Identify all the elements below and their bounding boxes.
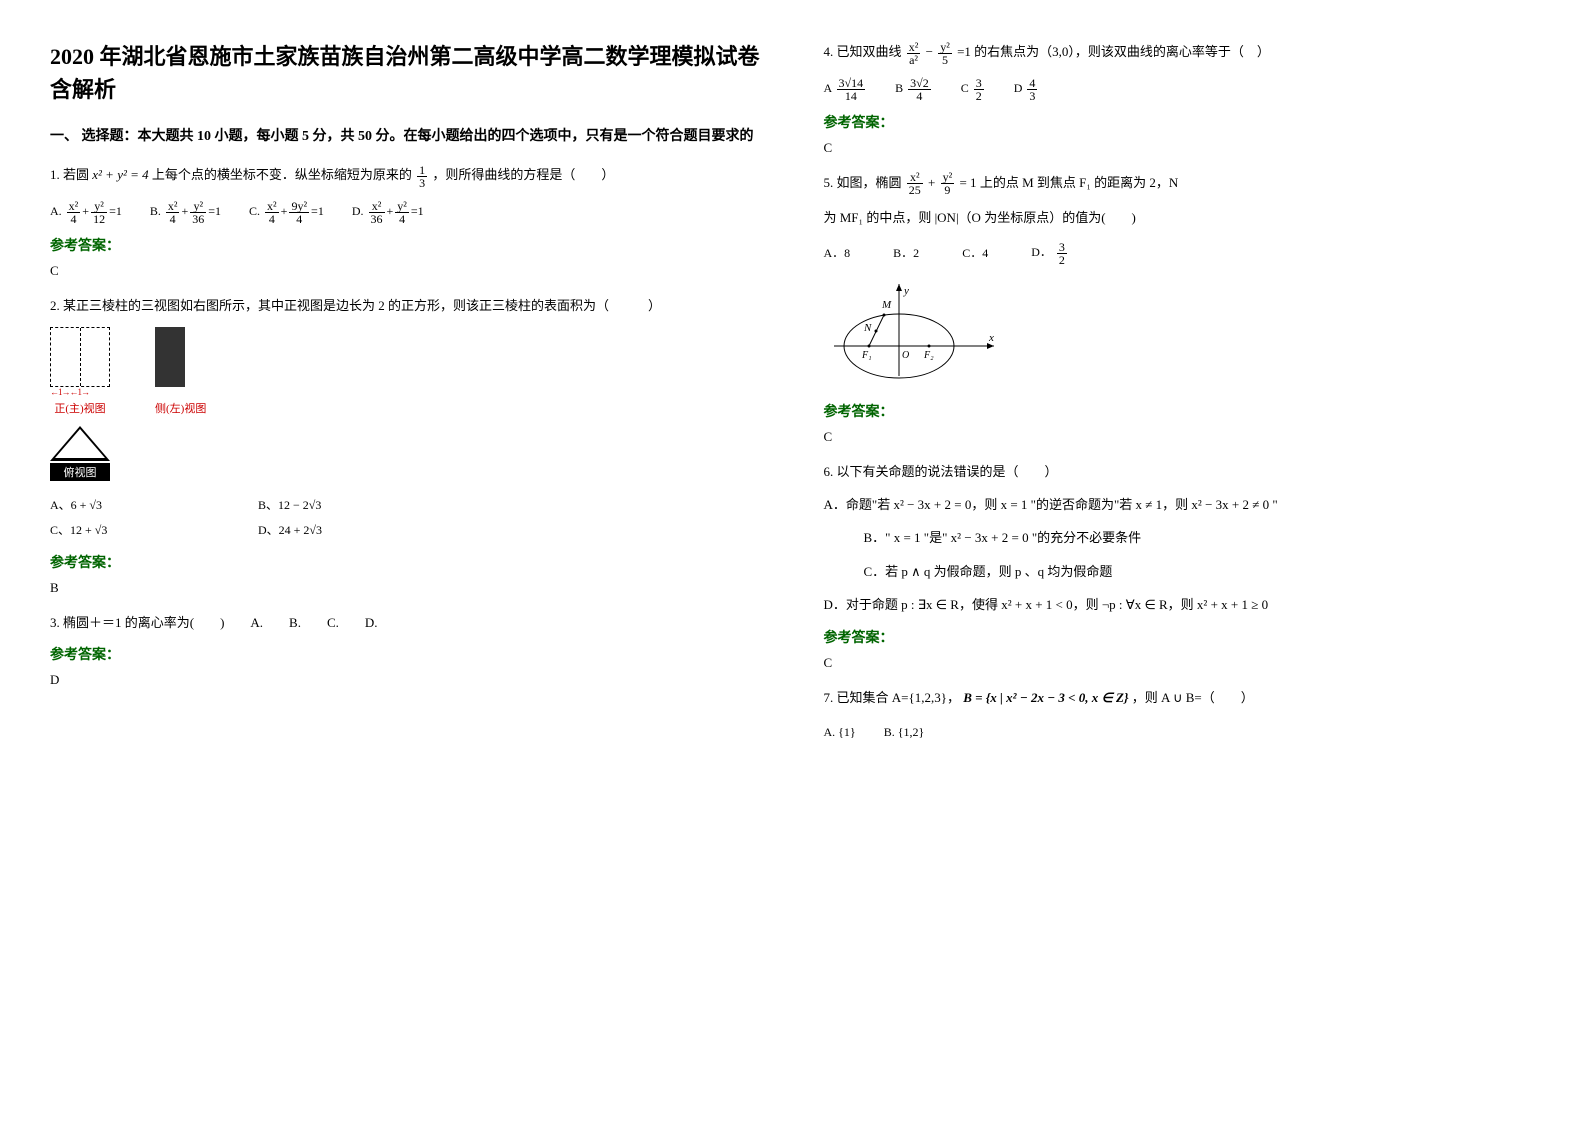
q2-choice-d: D、24 + 2√3: [258, 518, 322, 542]
q1-choice-a: A. x²4+y²12=1: [50, 199, 122, 225]
q2-choice-b: B、12 − 2√3: [258, 493, 321, 517]
q5-choices: A．8 B．2 C．4 D． 32: [824, 240, 1538, 266]
q4-d-label: D: [1014, 81, 1023, 95]
q5-answer-label: 参考答案：: [824, 401, 1538, 421]
q4-b-den: 4: [908, 90, 931, 102]
q5-d-den: 2: [1057, 254, 1067, 266]
q1-d-label: D.: [352, 204, 364, 218]
side-view-label: 侧(左)视图: [155, 400, 185, 416]
q1-text-before: 1. 若圆: [50, 167, 92, 182]
q4-c-num: 3: [974, 77, 984, 90]
q1-answer-label: 参考答案：: [50, 235, 764, 255]
q5-diagram: M N F₁ O F₂ x y: [824, 276, 1538, 391]
svg-text:x: x: [988, 332, 994, 344]
q2-answer: B: [50, 580, 764, 596]
q4-choice-d: D 43: [1014, 76, 1040, 102]
question-7: 7. 已知集合 A={1,2,3}， B = {x | x² − 2x − 3 …: [824, 686, 1538, 709]
top-view: 俯视图: [50, 426, 764, 481]
q3-answer: D: [50, 672, 764, 688]
q4-b-label: B: [895, 81, 903, 95]
svg-text:O: O: [902, 350, 909, 361]
q1-eq: x² + y² = 4: [92, 167, 148, 182]
q5-choice-a: A．8: [824, 241, 851, 265]
q4-d-den: 3: [1027, 90, 1037, 102]
q5-answer: C: [824, 429, 1538, 445]
q4-a-den: 14: [837, 90, 866, 102]
q1-fraction: 1 3: [417, 164, 427, 189]
q1-b-label: B.: [150, 204, 161, 218]
q5-choice-d: D． 32: [1031, 240, 1069, 266]
front-view-label: 正(主)视图: [50, 400, 110, 416]
question-5: 5. 如图，椭圆 x²25 + y²9 = 1 上的点 M 到焦点 F₁ 的距离…: [824, 171, 1538, 197]
q1-c-label: C.: [249, 204, 260, 218]
q4-c-den: 2: [974, 90, 984, 102]
question-1: 1. 若圆 x² + y² = 4 上每个点的横坐标不变．纵坐标缩短为原来的 1…: [50, 163, 764, 189]
q4-choices: A 3√1414 B 3√24 C 32 D 43: [824, 76, 1538, 102]
q1-frac-num: 1: [417, 164, 427, 177]
side-view: 侧(左)视图: [155, 327, 185, 416]
q5-d-label: D．: [1031, 245, 1052, 259]
q4-answer-label: 参考答案：: [824, 112, 1538, 132]
q1-choice-b: B. x²4+y²36=1: [150, 199, 221, 225]
q4-text-after: =1 的右焦点为（3,0），则该双曲线的离心率等于（ ）: [957, 44, 1270, 59]
q5-text-mid: 上的点 M 到焦点 F₁ 的距离为 2，N: [980, 175, 1178, 190]
q5-text-before: 5. 如图，椭圆: [824, 175, 905, 190]
q1-text-mid: 上每个点的横坐标不变．纵坐标缩短为原来的: [152, 167, 415, 182]
q5-d-num: 3: [1057, 241, 1067, 254]
q6-choice-d: D．对于命题 p : ∃x ∈ R，使得 x² + x + 1 < 0，则 ¬p…: [824, 593, 1538, 616]
q3-answer-label: 参考答案：: [50, 644, 764, 664]
question-3: 3. 椭圆＋＝1 的离心率为( ) A. B. C. D.: [50, 611, 764, 634]
q4-d-num: 4: [1027, 77, 1037, 90]
q7-set-b: B = {x | x² − 2x − 3 < 0, x ∈ Z}: [963, 690, 1128, 705]
q4-choice-c: C 32: [961, 76, 986, 102]
q4-choice-b: B 3√24: [895, 76, 933, 102]
q2-answer-label: 参考答案：: [50, 552, 764, 572]
top-view-label: 俯视图: [50, 463, 110, 481]
q4-c-label: C: [961, 81, 969, 95]
q1-frac-den: 3: [417, 177, 427, 189]
q4-a-num: 3√14: [837, 77, 866, 90]
q5-choice-c: C．4: [962, 241, 988, 265]
section-header: 一、 选择题：本大题共 10 小题，每小题 5 分，共 50 分。在每小题给出的…: [50, 126, 764, 148]
q6-choice-a: A．命题"若 x² − 3x + 2 = 0，则 x = 1 "的逆否命题为"若…: [824, 493, 1538, 516]
q4-b-num: 3√2: [908, 77, 931, 90]
q7-choices: A. {1} B. {1,2}: [824, 719, 1538, 744]
q2-choice-a: A、6 + √3: [50, 493, 230, 517]
q7-choice-b: B. {1,2}: [884, 720, 925, 744]
q6-choice-c: C．若 p ∧ q 为假命题，则 p 、q 均为假命题: [824, 560, 1538, 583]
q1-choice-d: D. x²36+y²4=1: [352, 199, 424, 225]
q2-choice-c: C、12 + √3: [50, 518, 230, 542]
svg-text:M: M: [881, 299, 892, 311]
exam-title: 2020 年湖北省恩施市土家族苗族自治州第二高级中学高二数学理模拟试卷含解析: [50, 40, 764, 106]
q5-line2: 为 MF₁ 的中点，则 |ON|（O 为坐标原点）的值为( ): [824, 206, 1538, 229]
q4-text-before: 4. 已知双曲线: [824, 44, 905, 59]
q1-a-label: A.: [50, 204, 62, 218]
question-6: 6. 以下有关命题的说法错误的是（ ）: [824, 460, 1538, 483]
q7-text-after: ，则 A ∪ B=（ ）: [1132, 690, 1254, 705]
svg-text:N: N: [863, 322, 872, 334]
q1-text-after: ，则所得曲线的方程是（ ）: [432, 167, 614, 182]
svg-text:F₁: F₁: [861, 350, 872, 361]
q7-text-before: 7. 已知集合 A={1,2,3}，: [824, 690, 960, 705]
q6-choice-b: B．" x = 1 "是" x² − 3x + 2 = 0 "的充分不必要条件: [824, 526, 1538, 549]
q1-answer: C: [50, 263, 764, 279]
svg-text:y: y: [903, 285, 909, 297]
question-2: 2. 某正三棱柱的三视图如右图所示，其中正视图是边长为 2 的正方形，则该正三棱…: [50, 294, 764, 317]
q1-choices: A. x²4+y²12=1 B. x²4+y²36=1 C. x²4+9y²4=…: [50, 199, 764, 225]
q2-diagram: ←1→←1→ 正(主)视图 侧(左)视图 俯视图: [50, 327, 764, 481]
q4-choice-a: A 3√1414: [824, 76, 868, 102]
q5-choice-b: B．2: [893, 241, 919, 265]
q6-answer-label: 参考答案：: [824, 627, 1538, 647]
q6-answer: C: [824, 655, 1538, 671]
q4-answer: C: [824, 140, 1538, 156]
q4-a-label: A: [824, 81, 832, 95]
svg-text:F₂: F₂: [923, 350, 934, 361]
front-view: ←1→←1→ 正(主)视图: [50, 327, 110, 416]
q2-choices: A、6 + √3 B、12 − 2√3 C、12 + √3 D、24 + 2√3: [50, 491, 764, 542]
q7-choice-a: A. {1}: [824, 720, 856, 744]
question-4: 4. 已知双曲线 x²a² − y²5 =1 的右焦点为（3,0），则该双曲线的…: [824, 40, 1538, 66]
q1-choice-c: C. x²4+9y²4=1: [249, 199, 324, 225]
